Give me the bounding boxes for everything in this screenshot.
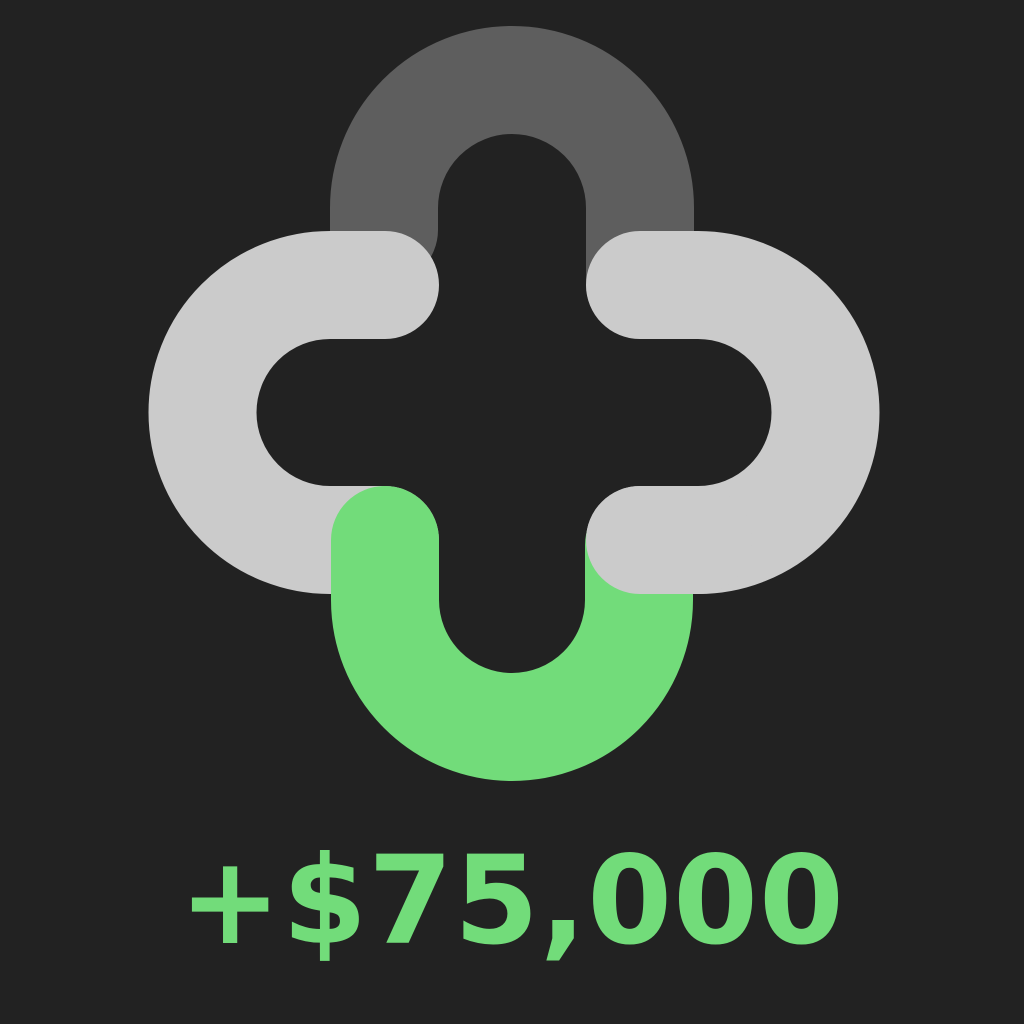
bottom-arch <box>331 486 693 781</box>
interlocking-arches-plus-icon <box>148 26 880 781</box>
top-arch <box>330 26 694 339</box>
amount-label: +$75,000 <box>179 830 845 972</box>
left-arch <box>148 231 439 594</box>
